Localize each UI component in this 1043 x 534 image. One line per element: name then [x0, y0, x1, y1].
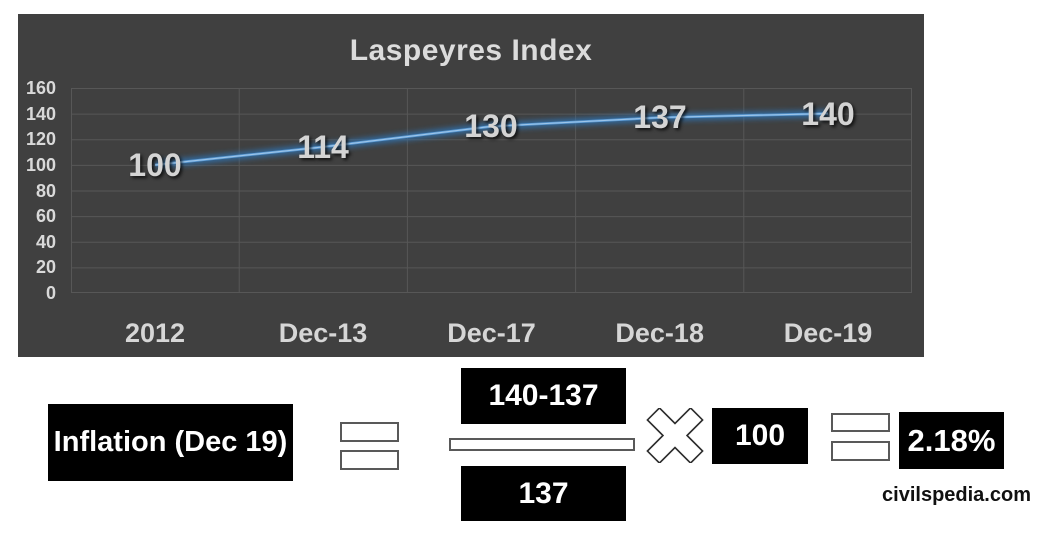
y-axis: 160 140 120 100 80 60 40 20 0	[18, 14, 58, 357]
y-tick: 20	[35, 257, 56, 278]
multiplier-box: 100	[712, 408, 808, 464]
vertical-gridlines	[71, 88, 912, 293]
y-tick: 140	[25, 103, 56, 124]
multiply-icon	[646, 408, 704, 463]
x-tick: Dec-19	[783, 318, 873, 348]
fraction-bar	[449, 438, 635, 451]
data-label-dec13: 114	[297, 129, 349, 165]
x-tick: Dec-13	[278, 318, 368, 348]
data-label-dec19: 140	[801, 96, 855, 132]
x-tick: Dec-17	[447, 318, 536, 348]
fraction-numerator-box: 140-137	[461, 368, 626, 424]
x-tick: 2012	[124, 318, 186, 348]
data-label-2012: 100	[128, 147, 182, 183]
watermark: civilspedia.com	[882, 484, 1031, 506]
x-axis: 2012 Dec-13 Dec-17 Dec-18 Dec-19	[18, 318, 924, 350]
y-tick: 40	[35, 231, 56, 252]
chart-title: Laspeyres Index	[349, 34, 593, 67]
y-tick: 0	[45, 283, 56, 303]
result-box: 2.18%	[899, 412, 1004, 469]
fraction-denominator-box: 137	[461, 466, 626, 521]
data-label-dec18: 137	[633, 99, 687, 135]
plot-area: 100 114 130 137 140	[71, 88, 912, 293]
y-tick: 60	[35, 206, 56, 227]
horizontal-gridlines	[71, 88, 912, 293]
inflation-label-box: Inflation (Dec 19)	[48, 404, 293, 481]
y-tick: 160	[25, 78, 56, 98]
data-label-dec17: 130	[464, 108, 518, 144]
y-tick: 120	[25, 129, 56, 150]
y-tick: 80	[35, 180, 56, 201]
line-series-highlight	[154, 113, 829, 166]
laspeyres-index-chart: Laspeyres Index 160 140 120 100 80 60 40…	[18, 14, 924, 357]
x-tick: Dec-18	[615, 318, 704, 348]
line-series-svg	[71, 88, 912, 293]
y-tick: 100	[25, 154, 56, 175]
